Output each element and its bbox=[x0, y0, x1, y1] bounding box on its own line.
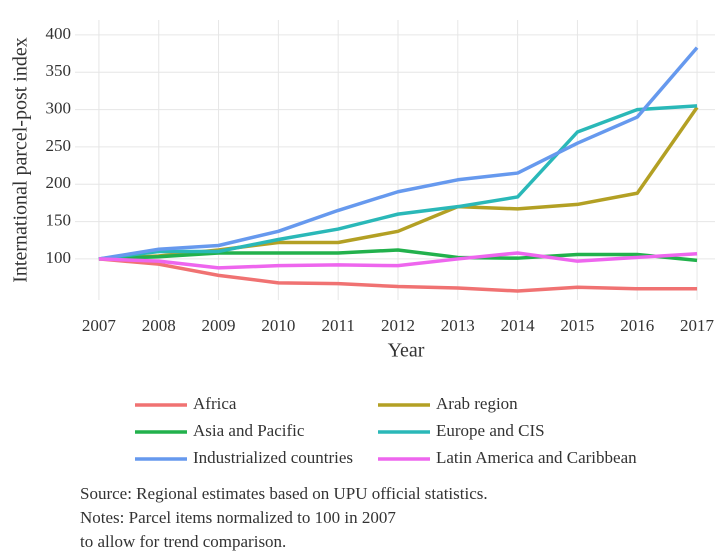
series-line bbox=[98, 251, 698, 270]
y-tick-label: 350 bbox=[46, 61, 72, 80]
y-tick-label: 300 bbox=[46, 99, 72, 118]
x-tick-label: 2017 bbox=[680, 316, 715, 335]
x-axis-label: Year bbox=[388, 340, 425, 362]
y-tick-label: 400 bbox=[46, 24, 72, 43]
series-line bbox=[98, 248, 698, 263]
x-tick-label: 2015 bbox=[560, 316, 594, 335]
series-line bbox=[98, 257, 698, 293]
x-tick-label: 2016 bbox=[620, 316, 654, 335]
x-tick-label: 2009 bbox=[202, 316, 236, 335]
x-tick-label: 2010 bbox=[261, 316, 295, 335]
y-tick-label: 100 bbox=[46, 248, 72, 267]
legend-label: Latin America and Caribbean bbox=[436, 448, 637, 467]
legend-label: Europe and CIS bbox=[436, 421, 545, 440]
y-axis-label: International parcel-post index bbox=[10, 37, 32, 282]
legend-label: Industrialized countries bbox=[193, 448, 353, 467]
note: Notes: Parcel items normalized to 100 in… bbox=[80, 508, 396, 527]
x-tick-label: 2011 bbox=[321, 316, 354, 335]
note: to allow for trend comparison. bbox=[80, 532, 286, 551]
x-tick-label: 2014 bbox=[501, 316, 536, 335]
legend-label: Africa bbox=[193, 394, 237, 413]
x-tick-label: 2012 bbox=[381, 316, 415, 335]
x-tick-label: 2007 bbox=[82, 316, 117, 335]
legend-label: Arab region bbox=[436, 394, 518, 413]
y-tick-label: 150 bbox=[46, 211, 72, 230]
note: Source: Regional estimates based on UPU … bbox=[80, 484, 488, 503]
y-tick-label: 200 bbox=[46, 173, 72, 192]
legend-label: Asia and Pacific bbox=[193, 421, 305, 440]
series-line bbox=[98, 104, 698, 261]
series-line bbox=[98, 46, 699, 261]
x-tick-label: 2008 bbox=[142, 316, 176, 335]
x-tick-label: 2013 bbox=[441, 316, 475, 335]
y-tick-label: 250 bbox=[46, 136, 72, 155]
